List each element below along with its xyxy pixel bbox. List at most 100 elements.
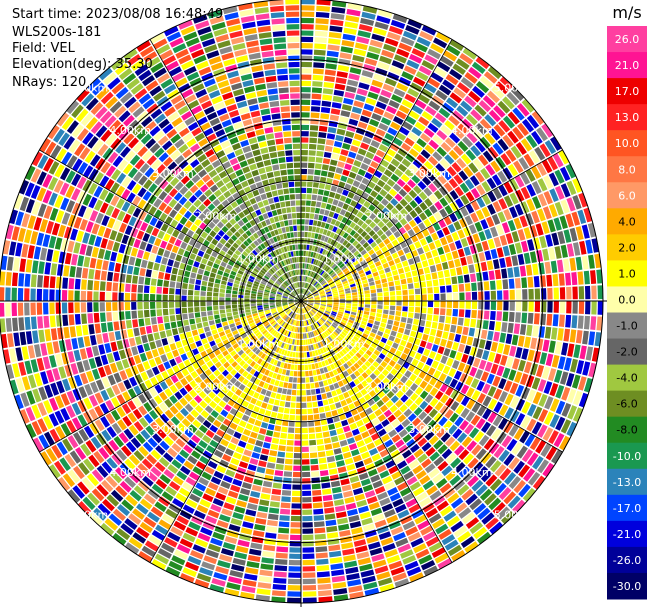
- gate-cell: [433, 456, 445, 467]
- gate-cell: [439, 383, 449, 393]
- gate-cell: [278, 348, 283, 354]
- gate-cell: [348, 319, 354, 324]
- gate-cell: [276, 340, 281, 346]
- gate-cell: [505, 333, 513, 345]
- gate-cell: [244, 306, 251, 310]
- gate-cell: [347, 321, 353, 327]
- gate-cell: [193, 261, 200, 268]
- gate-cell: [154, 501, 167, 513]
- gate-cell: [428, 335, 435, 343]
- gate-cell: [457, 275, 464, 284]
- gate-cell: [205, 429, 215, 439]
- gate-cell: [304, 289, 307, 295]
- gate-cell: [40, 247, 48, 261]
- gate-cell: [330, 13, 345, 20]
- gate-cell: [119, 370, 128, 381]
- gate-cell: [266, 404, 274, 411]
- gate-cell: [258, 394, 265, 401]
- gate-cell: [136, 363, 145, 373]
- gate-cell: [127, 265, 134, 275]
- gate-cell: [314, 266, 318, 272]
- gate-cell: [301, 365, 305, 371]
- gate-cell: [211, 329, 218, 335]
- gate-cell: [332, 233, 339, 240]
- gate-cell: [342, 33, 356, 42]
- gate-cell: [339, 116, 349, 124]
- gate-cell: [394, 315, 401, 322]
- gate-cell: [509, 178, 519, 191]
- gate-cell: [66, 200, 76, 213]
- gate-cell: [318, 277, 324, 283]
- gate-cell: [161, 257, 168, 265]
- gate-cell: [129, 154, 141, 166]
- gate-cell: [381, 503, 394, 512]
- gate-cell: [519, 324, 527, 336]
- gate-cell: [234, 472, 245, 481]
- gate-cell: [214, 349, 221, 356]
- gate-cell: [173, 192, 183, 202]
- gate-cell: [325, 372, 331, 379]
- gate-cell: [308, 298, 314, 300]
- gate-cell: [368, 145, 378, 154]
- gate-cell: [344, 270, 350, 275]
- gate-cell: [413, 318, 420, 326]
- gate-cell: [379, 583, 395, 593]
- gate-cell: [79, 147, 91, 160]
- gate-cell: [395, 212, 404, 221]
- gate-cell: [100, 416, 111, 428]
- gate-cell: [270, 293, 276, 296]
- gate-cell: [135, 336, 142, 345]
- gate-cell: [517, 253, 525, 265]
- gate-cell: [273, 359, 279, 366]
- gate-cell: [44, 384, 54, 398]
- gate-cell: [508, 457, 520, 470]
- gate-cell: [454, 186, 464, 197]
- gate-cell: [365, 301, 371, 305]
- gate-cell: [475, 123, 487, 135]
- gate-cell: [487, 411, 498, 424]
- gate-cell: [301, 288, 303, 294]
- gate-cell: [188, 493, 201, 503]
- gate-cell: [296, 383, 301, 390]
- gate-cell: [291, 306, 296, 310]
- gate-cell: [380, 322, 387, 328]
- gate-cell: [212, 378, 221, 386]
- gate-cell: [261, 375, 268, 382]
- gate-cell: [419, 400, 429, 410]
- gate-cell: [135, 433, 146, 445]
- gate-cell: [221, 246, 229, 253]
- gate-cell: [87, 291, 93, 301]
- gate-cell: [340, 149, 349, 156]
- gate-cell: [460, 395, 470, 407]
- gate-cell: [78, 462, 90, 476]
- gate-cell: [548, 172, 559, 187]
- gate-cell: [327, 297, 333, 300]
- gate-cell: [541, 366, 551, 380]
- gate-cell: [115, 185, 126, 197]
- gate-cell: [414, 377, 423, 386]
- gate-cell: [349, 422, 358, 430]
- gate-cell: [490, 290, 497, 300]
- gate-cell: [311, 93, 322, 100]
- gate-cell: [186, 229, 195, 238]
- gate-cell: [278, 445, 286, 452]
- gate-cell: [508, 244, 517, 255]
- gate-cell: [288, 421, 295, 427]
- gate-cell: [320, 295, 326, 298]
- gate-cell: [298, 352, 301, 358]
- gate-cell: [342, 355, 349, 362]
- gate-cell: [94, 405, 104, 418]
- gate-cell: [197, 358, 206, 367]
- gate-cell: [456, 157, 467, 169]
- gate-cell: [282, 299, 288, 301]
- gate-cell: [89, 154, 101, 167]
- gate-cell: [316, 144, 325, 151]
- gate-cell: [478, 252, 486, 262]
- gate-cell: [425, 507, 439, 519]
- gate-cell: [330, 356, 336, 363]
- gate-cell: [242, 428, 251, 437]
- gate-cell: [262, 551, 275, 558]
- gate-cell: [163, 194, 173, 205]
- gate-cell: [112, 241, 120, 252]
- gate-cell: [375, 149, 386, 158]
